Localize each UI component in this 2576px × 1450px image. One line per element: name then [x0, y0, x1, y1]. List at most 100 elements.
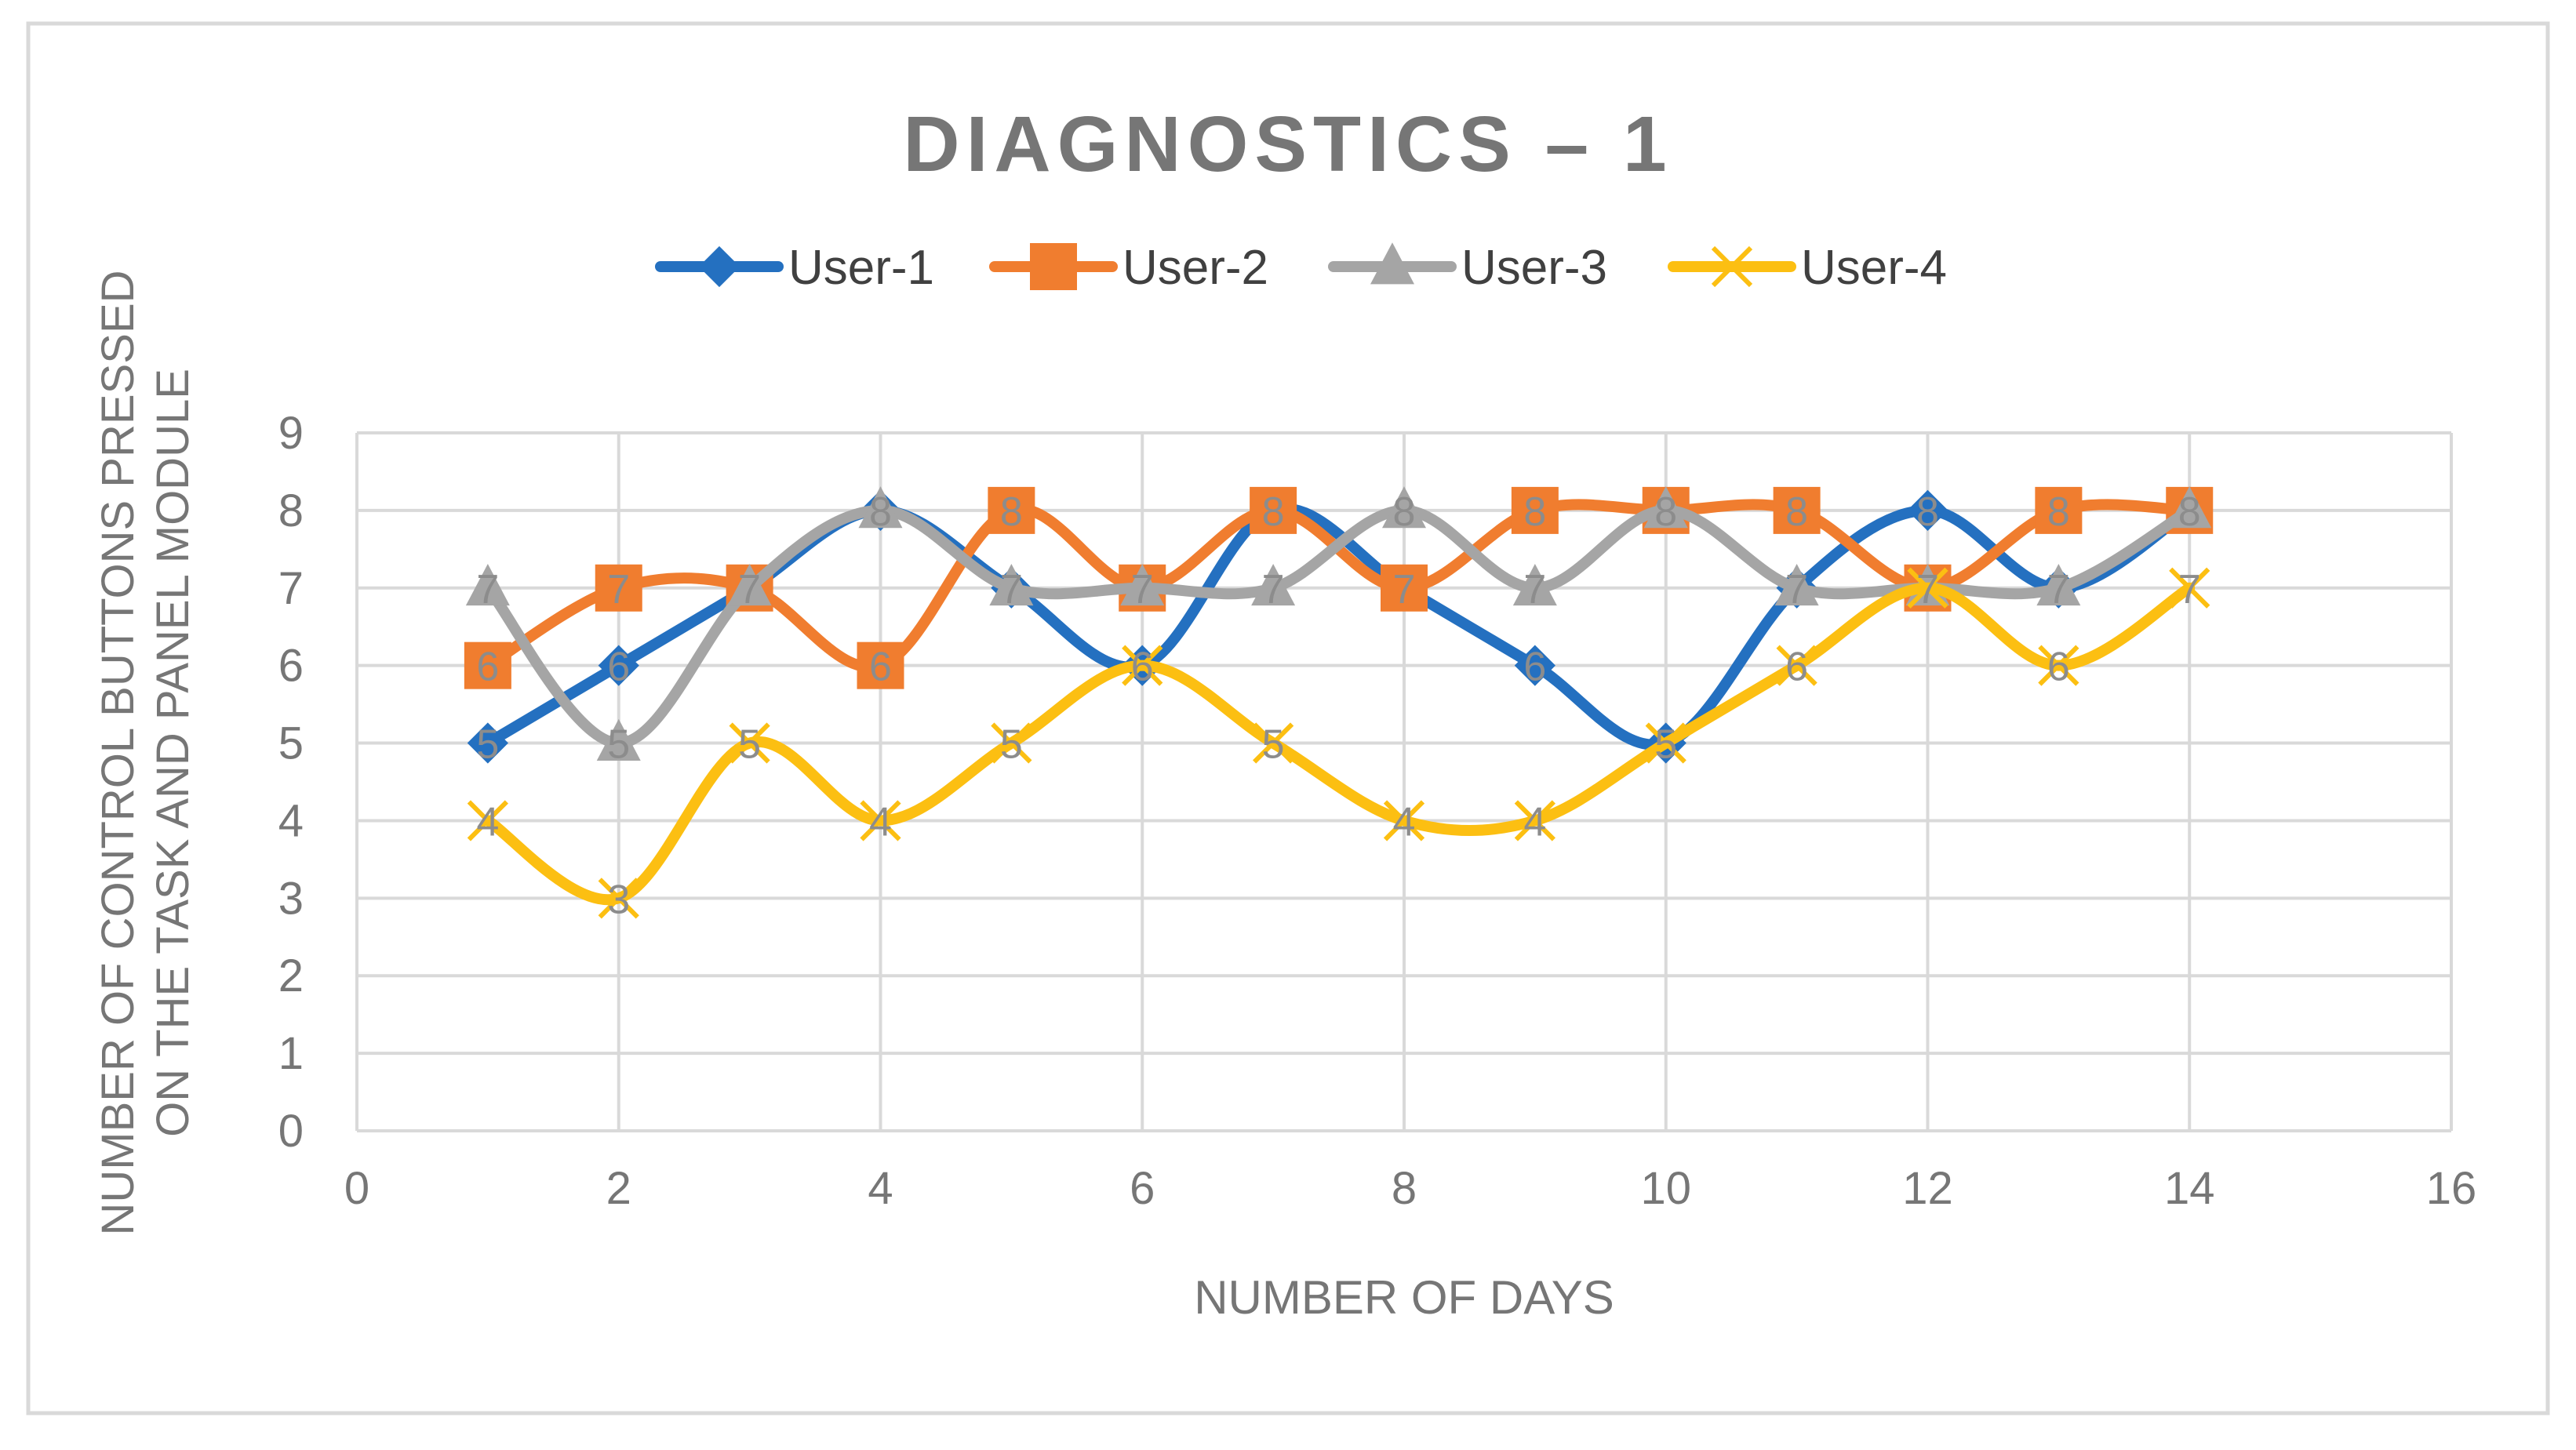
x-marker: [1645, 722, 1686, 764]
data-label: 4: [869, 799, 892, 845]
legend-label: User-2: [1122, 241, 1268, 295]
legend-item-user-3: User-3: [1328, 241, 1607, 295]
square-marker: [857, 641, 904, 689]
data-label: 7: [1393, 567, 1416, 612]
data-label: 7: [1131, 567, 1154, 612]
legend-label: User-4: [1801, 241, 1947, 295]
x-tick-label: 0: [344, 1163, 369, 1214]
y-axis-label-line-2: ON THE TASK AND PANEL MODULE: [147, 369, 198, 1137]
data-label: 4: [1393, 799, 1416, 845]
chart-title: DIAGNOSTICS – 1: [903, 100, 1672, 188]
x-marker-stroke: [1253, 722, 1294, 764]
data-label: 3: [607, 877, 630, 922]
square-marker: [2035, 486, 2083, 534]
square-marker: [1250, 486, 1297, 534]
x-marker-stroke: [598, 878, 639, 919]
x-marker: [2038, 645, 2079, 686]
y-tick-label: 7: [278, 563, 304, 614]
x-marker: [729, 722, 770, 764]
x-marker-stroke: [860, 800, 901, 841]
data-label: 5: [1654, 722, 1677, 768]
x-marker-stroke: [1645, 722, 1686, 764]
x-marker: [467, 800, 508, 841]
data-label: 7: [2047, 567, 2070, 612]
x-marker-stroke: [1907, 567, 1948, 609]
data-label: 6: [1785, 645, 1808, 690]
square-marker: [595, 564, 642, 612]
data-label: 6: [2047, 645, 2070, 690]
x-marker: [1383, 800, 1425, 841]
data-label: 8: [1654, 489, 1677, 535]
x-tick-label: 16: [2426, 1163, 2477, 1214]
x-tick-label: 10: [1640, 1163, 1691, 1214]
x-marker-stroke: [1776, 645, 1817, 686]
data-label: 5: [1262, 722, 1285, 768]
square-marker: [1381, 564, 1428, 612]
data-label: 8: [1785, 489, 1808, 535]
x-marker: [1776, 645, 1817, 686]
y-tick-label: 3: [278, 873, 304, 924]
x-tick-label: 2: [606, 1163, 631, 1214]
data-label: 5: [607, 722, 630, 768]
y-axis-label-line-1: NUMBER OF CONTROL BUTTONS PRESSED: [93, 270, 144, 1235]
triangle-marker: [858, 486, 903, 529]
data-label: 7: [1523, 567, 1546, 612]
legend-label: User-1: [788, 241, 934, 295]
data-label: 7: [738, 567, 761, 612]
data-label: 4: [1523, 799, 1546, 845]
x-marker-stroke: [2038, 645, 2079, 686]
series-user-3: 7 5 7 8 7 7 7 8 7 8 7 7 7 8: [465, 486, 2212, 768]
series-group: 5678768765787867768787888788757877787877…: [464, 486, 2214, 922]
data-label: 6: [476, 645, 499, 690]
data-label: 8: [869, 489, 892, 535]
x-marker: [598, 878, 639, 919]
triangle-marker: [1370, 242, 1414, 285]
square-marker: [988, 486, 1035, 534]
x-marker-stroke: [467, 800, 508, 841]
triangle-marker: [1382, 486, 1426, 529]
data-label: 7: [476, 567, 499, 612]
data-label: 7: [1000, 567, 1023, 612]
x-marker-stroke: [1383, 800, 1425, 841]
data-label: 8: [1262, 489, 1285, 535]
data-label: 8: [1393, 489, 1416, 535]
data-label: 5: [1000, 722, 1023, 768]
square-marker: [464, 641, 511, 689]
data-label: 6: [1131, 645, 1154, 690]
data-label: 8: [1916, 489, 1939, 535]
triangle-marker: [1512, 563, 1557, 606]
data-label: 6: [607, 645, 630, 690]
x-marker: [1514, 800, 1555, 841]
x-marker-stroke: [1711, 245, 1753, 288]
y-tick-label: 4: [278, 795, 304, 846]
data-label: 7: [607, 567, 630, 612]
y-tick-label: 1: [278, 1028, 304, 1079]
diamond-marker: [698, 245, 740, 288]
data-label: 7: [2178, 567, 2201, 612]
y-tick-label: 5: [278, 718, 304, 769]
square-marker: [1773, 486, 1821, 534]
x-tick-label: 14: [2164, 1163, 2215, 1214]
triangle-marker: [465, 563, 510, 606]
legend-item-user-4: User-4: [1668, 241, 1947, 295]
triangle-marker: [2167, 486, 2212, 529]
x-axis-label: NUMBER OF DAYS: [1194, 1271, 1614, 1324]
legend-item-user-1: User-1: [655, 241, 934, 295]
triangle-marker: [1120, 563, 1165, 606]
triangle-marker: [989, 563, 1034, 606]
data-label: 8: [1000, 489, 1023, 535]
chart-border: [26, 21, 2550, 1415]
data-label: 5: [738, 722, 761, 768]
square-marker: [1511, 486, 1559, 534]
legend-label: User-3: [1461, 241, 1607, 295]
x-marker-stroke: [1514, 800, 1555, 841]
data-label: 8: [1523, 489, 1546, 535]
triangle-marker: [1643, 486, 1688, 529]
triangle-marker: [1774, 563, 1819, 606]
x-marker: [1907, 567, 1948, 609]
x-tick-label: 12: [1902, 1163, 1953, 1214]
series-user-4: 4 3 5 4 5 6 5 4 4 5 6 7 6 7: [467, 567, 2210, 922]
x-marker: [2169, 567, 2210, 609]
